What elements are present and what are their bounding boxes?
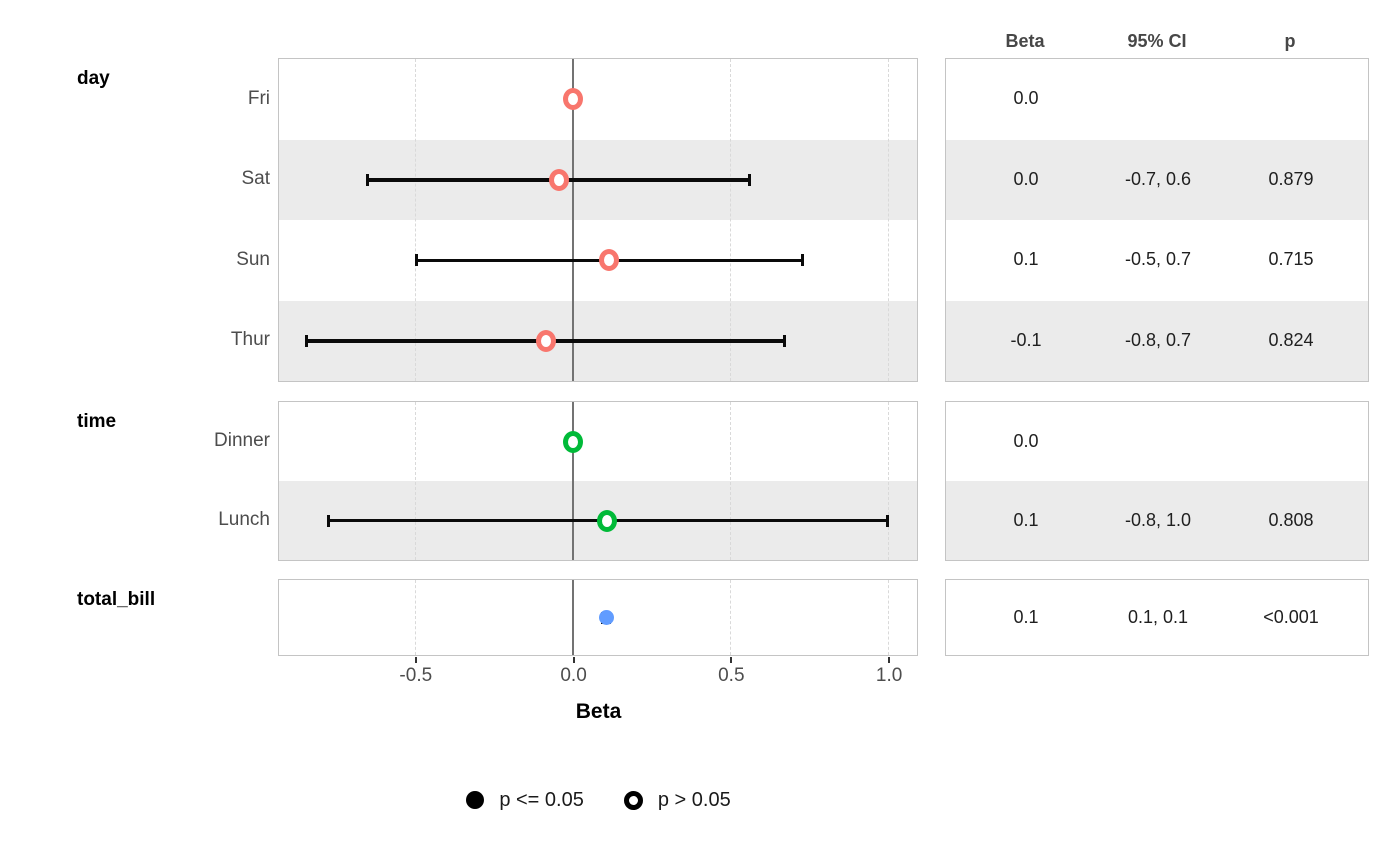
table-cell: 0.0 [1013,88,1039,109]
table-header-ci: 95% CI [1127,31,1187,51]
filled-point-icon [466,791,485,809]
x-axis-title: Beta [575,700,622,723]
table-cell: -0.7, 0.6 [1124,168,1192,189]
table-cell: <0.001 [1263,606,1319,627]
table-cell: 0.1, 0.1 [1127,606,1189,627]
row-label-fri: Fri [247,87,270,109]
table-cell: 0.715 [1268,249,1314,270]
row-label-lunch: Lunch [218,509,270,530]
plot-panel-day [278,58,918,382]
table-cell: 0.879 [1268,168,1314,189]
row-label-sun: Sun [236,248,270,270]
point-open [548,168,569,191]
legend: p <= 0.05 p > 0.05 [278,786,919,814]
ci-cap-right [885,514,889,527]
row-label-dinner: Dinner [214,430,270,451]
x-tick-label: 0.0 [560,665,587,686]
legend-label: p > 0.05 [657,788,731,811]
ci-cap-left [414,254,418,267]
gridline-dashed [730,580,732,655]
plot-panel-time [278,401,918,561]
table-panel-time: 0.0 0.1 -0.8, 1.0 0.808 [945,401,1369,561]
ci-cap-left [304,334,308,347]
table-cell: 0.1 [1013,606,1039,627]
table-header-beta: Beta [1005,31,1045,51]
gridline-dashed [730,59,732,381]
point-open [563,430,584,453]
group-label-total_bill: total_bill [77,589,156,610]
table-cell: 0.824 [1268,329,1314,350]
row-label-sat: Sat [241,168,270,190]
x-axis-tick [572,657,575,663]
gridline-dashed [414,59,416,381]
table-cell: 0.1 [1013,509,1039,530]
row-band [946,139,1368,220]
x-tick-label: -0.5 [399,665,433,686]
point-open [597,509,618,532]
x-axis-tick [730,657,733,663]
table-cell: 0.0 [1013,168,1039,189]
group-label-day: day [77,68,110,89]
legend-label: p <= 0.05 [499,788,584,811]
zero-reference-line [571,402,575,560]
ci-cap-right [748,173,752,186]
gridline-dashed [414,580,416,655]
x-axis-tick [414,657,417,663]
gridline-dashed [414,402,416,560]
ci-cap-left [366,173,370,186]
row-band [946,481,1368,560]
zero-reference-line [571,580,575,655]
legend-item: p > 0.05 [623,788,731,812]
table-cell: -0.1 [1010,329,1042,350]
ci-cap-right [800,254,804,267]
legend-item: p <= 0.05 [466,789,584,812]
table-header-p: p [1284,31,1296,51]
point-open [599,249,620,272]
gridline-dashed [887,580,889,655]
row-band [946,300,1368,381]
plot-panel-total_bill [278,579,918,656]
point-open [535,329,556,352]
gridline-dashed [730,402,732,560]
x-axis-tick [888,657,891,663]
table-cell: -0.8, 1.0 [1124,509,1192,530]
point-filled [598,610,614,625]
gridline-dashed [887,59,889,381]
table-cell: 0.0 [1013,430,1039,451]
gridline-dashed [887,402,889,560]
open-point-icon [623,790,643,810]
table-cell: 0.1 [1013,249,1039,270]
ci-cap-left [327,514,331,527]
point-open [563,88,584,111]
group-label-time: time [77,411,117,432]
table-panel-total_bill: 0.1 0.1, 0.1 <0.001 [945,579,1369,656]
table-cell: -0.8, 0.7 [1124,329,1192,350]
row-label-thur: Thur [230,329,270,351]
table-cell: 0.808 [1268,509,1314,530]
x-tick-label: 0.5 [718,665,745,686]
ci-cap-right [782,334,786,347]
x-tick-label: 1.0 [875,665,903,686]
zero-reference-line [571,59,575,381]
table-panel-day: 0.0 0.0 -0.7, 0.6 0.879 0.1 -0.5, 0.7 0.715 -0.… [945,58,1369,382]
table-cell: -0.5, 0.7 [1124,249,1192,270]
